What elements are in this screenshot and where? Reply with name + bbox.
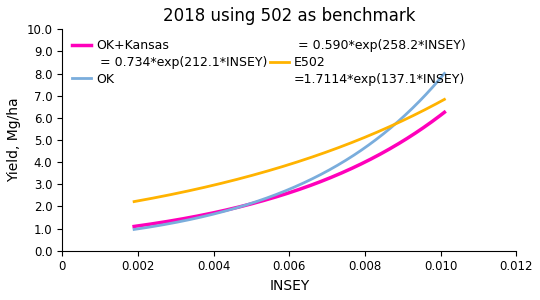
X-axis label: INSEY: INSEY <box>269 279 309 293</box>
Title: 2018 using 502 as benchmark: 2018 using 502 as benchmark <box>163 7 415 25</box>
Y-axis label: Yield, Mg/ha: Yield, Mg/ha <box>7 98 21 182</box>
Legend: OK+Kansas,  = 0.734*exp(212.1*INSEY), OK,  = 0.590*exp(258.2*INSEY), E502, =1.71: OK+Kansas, = 0.734*exp(212.1*INSEY), OK,… <box>69 35 469 89</box>
